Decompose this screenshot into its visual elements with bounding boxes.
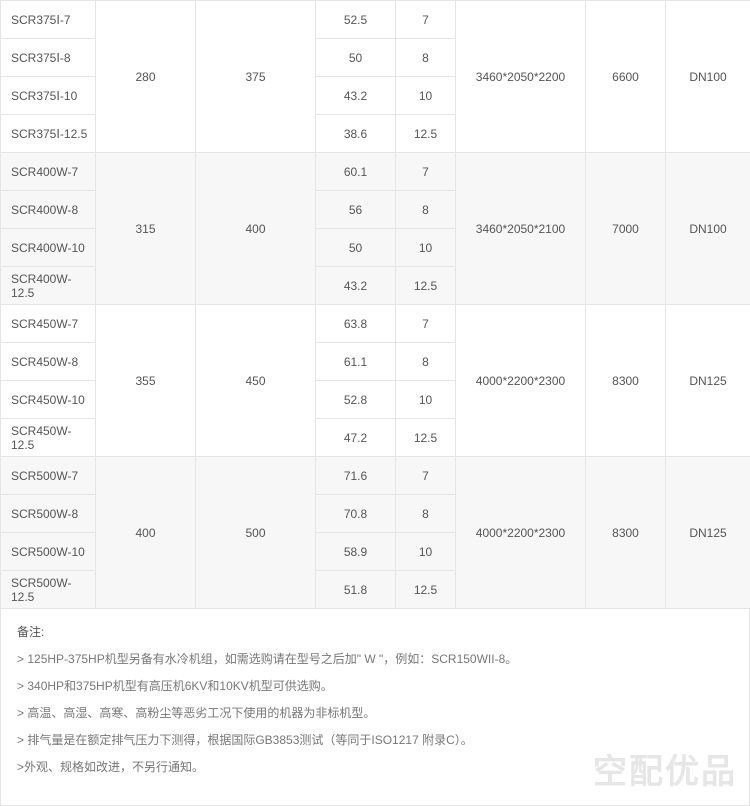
cell-c: 58.9 xyxy=(316,533,396,571)
cell-d: 8 xyxy=(396,39,456,77)
cell-c: 63.8 xyxy=(316,305,396,343)
cell-col_g: DN100 xyxy=(666,1,750,153)
cell-col_b: 500 xyxy=(196,457,316,609)
cell-model: SCR500W-12.5 xyxy=(1,571,96,609)
cell-d: 7 xyxy=(396,457,456,495)
cell-c: 47.2 xyxy=(316,419,396,457)
cell-col_a: 280 xyxy=(96,1,196,153)
cell-model: SCR400W-12.5 xyxy=(1,267,96,305)
cell-d: 7 xyxy=(396,153,456,191)
cell-col_f: 8300 xyxy=(586,457,666,609)
cell-model: SCR500W-10 xyxy=(1,533,96,571)
cell-d: 10 xyxy=(396,381,456,419)
notes-line: > 125HP-375HP机型另备有水冷机组，如需选购请在型号之后加" W "，… xyxy=(17,650,733,667)
cell-model: SCR450W-7 xyxy=(1,305,96,343)
cell-col_b: 450 xyxy=(196,305,316,457)
cell-col_f: 6600 xyxy=(586,1,666,153)
cell-c: 60.1 xyxy=(316,153,396,191)
cell-d: 12.5 xyxy=(396,115,456,153)
cell-col_g: DN125 xyxy=(666,457,750,609)
cell-col_a: 315 xyxy=(96,153,196,305)
cell-model: SCR500W-8 xyxy=(1,495,96,533)
cell-model: SCR450W-12.5 xyxy=(1,419,96,457)
table-row: SCR500W-740050071.674000*2200*23008300DN… xyxy=(1,457,750,495)
cell-d: 10 xyxy=(396,229,456,267)
cell-model: SCR375Ⅰ-12.5 xyxy=(1,115,96,153)
cell-d: 7 xyxy=(396,305,456,343)
cell-col_b: 375 xyxy=(196,1,316,153)
cell-model: SCR375Ⅰ-10 xyxy=(1,77,96,115)
cell-c: 43.2 xyxy=(316,267,396,305)
cell-c: 51.8 xyxy=(316,571,396,609)
cell-c: 50 xyxy=(316,39,396,77)
cell-c: 71.6 xyxy=(316,457,396,495)
cell-model: SCR375Ⅰ-7 xyxy=(1,1,96,39)
cell-c: 56 xyxy=(316,191,396,229)
cell-col_e: 3460*2050*2200 xyxy=(456,1,586,153)
table-row: SCR375Ⅰ-728037552.573460*2050*22006600DN… xyxy=(1,1,750,39)
notes-line: > 高温、高湿、高寒、高粉尘等恶劣工况下使用的机器为非标机型。 xyxy=(17,704,733,721)
cell-model: SCR400W-10 xyxy=(1,229,96,267)
cell-col_g: DN125 xyxy=(666,305,750,457)
cell-c: 52.8 xyxy=(316,381,396,419)
cell-col_e: 4000*2200*2300 xyxy=(456,457,586,609)
notes-title: 备注: xyxy=(17,623,733,640)
cell-d: 12.5 xyxy=(396,419,456,457)
cell-model: SCR450W-8 xyxy=(1,343,96,381)
cell-d: 12.5 xyxy=(396,267,456,305)
notes-line: > 排气量是在额定排气压力下测得，根据国际GB3853测试（等同于ISO1217… xyxy=(17,731,733,748)
cell-model: SCR400W-7 xyxy=(1,153,96,191)
cell-d: 8 xyxy=(396,191,456,229)
cell-c: 50 xyxy=(316,229,396,267)
cell-col_b: 400 xyxy=(196,153,316,305)
cell-col_a: 400 xyxy=(96,457,196,609)
cell-d: 12.5 xyxy=(396,571,456,609)
cell-c: 52.5 xyxy=(316,1,396,39)
cell-col_e: 4000*2200*2300 xyxy=(456,305,586,457)
cell-col_f: 8300 xyxy=(586,305,666,457)
cell-c: 61.1 xyxy=(316,343,396,381)
cell-d: 8 xyxy=(396,343,456,381)
cell-d: 8 xyxy=(396,495,456,533)
cell-col_g: DN100 xyxy=(666,153,750,305)
table-row: SCR450W-735545063.874000*2200*23008300DN… xyxy=(1,305,750,343)
cell-c: 43.2 xyxy=(316,77,396,115)
notes-line: > 340HP和375HP机型有高压机6KV和10KV机型可供选购。 xyxy=(17,677,733,694)
cell-c: 38.6 xyxy=(316,115,396,153)
cell-col_e: 3460*2050*2100 xyxy=(456,153,586,305)
notes-section: 备注: > 125HP-375HP机型另备有水冷机组，如需选购请在型号之后加" … xyxy=(0,609,750,806)
cell-d: 10 xyxy=(396,533,456,571)
cell-model: SCR375Ⅰ-8 xyxy=(1,39,96,77)
cell-col_a: 355 xyxy=(96,305,196,457)
cell-model: SCR500W-7 xyxy=(1,457,96,495)
cell-model: SCR450W-10 xyxy=(1,381,96,419)
cell-c: 70.8 xyxy=(316,495,396,533)
cell-model: SCR400W-8 xyxy=(1,191,96,229)
cell-col_f: 7000 xyxy=(586,153,666,305)
spec-table: SCR375Ⅰ-728037552.573460*2050*22006600DN… xyxy=(0,0,750,609)
table-row: SCR400W-731540060.173460*2050*21007000DN… xyxy=(1,153,750,191)
notes-line: >外观、规格如改进，不另行通知。 xyxy=(17,758,733,775)
cell-d: 7 xyxy=(396,1,456,39)
cell-d: 10 xyxy=(396,77,456,115)
